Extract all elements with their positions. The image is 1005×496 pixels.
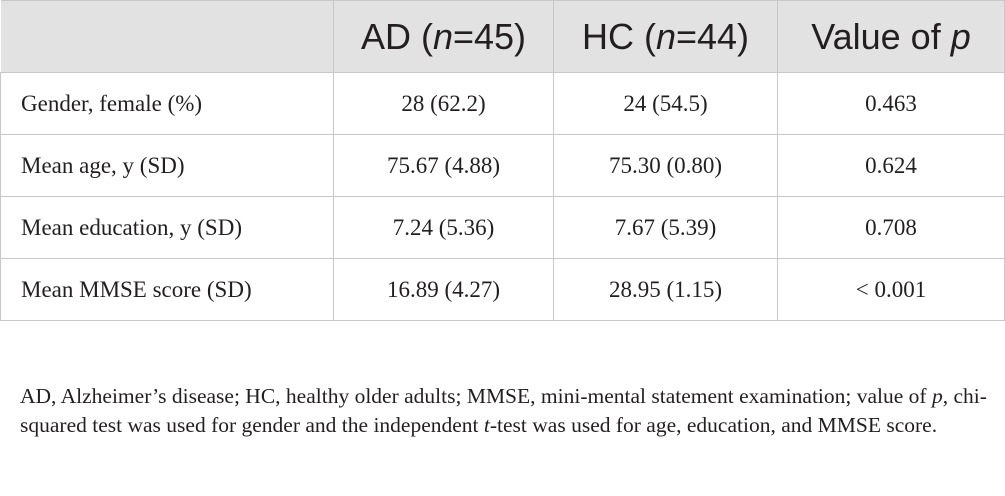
table-footnote: AD, Alzheimer’s disease; HC, healthy old… xyxy=(20,384,987,437)
table-row: Mean MMSE score (SD) 16.89 (4.27) 28.95 … xyxy=(0,258,1005,321)
table-row: Mean age, y (SD) 75.67 (4.88) 75.30 (0.8… xyxy=(0,134,1005,197)
p-value: < 0.001 xyxy=(777,258,1005,321)
row-label: Mean MMSE score (SD) xyxy=(0,258,334,321)
hc-value: 7.67 (5.39) xyxy=(553,196,778,259)
p-value: 0.624 xyxy=(777,134,1005,197)
p-value: 0.463 xyxy=(777,72,1005,135)
header-hc-group: HC (n=44) xyxy=(553,0,778,73)
hc-value: 75.30 (0.80) xyxy=(553,134,778,197)
header-p-value: Value of p xyxy=(777,0,1005,73)
hc-value: 28.95 (1.15) xyxy=(553,258,778,321)
header-empty-cell xyxy=(0,0,334,73)
row-label: Gender, female (%) xyxy=(0,72,334,135)
hc-value: 24 (54.5) xyxy=(553,72,778,135)
ad-value: 7.24 (5.36) xyxy=(333,196,554,259)
table-header-row: AD (n=45) HC (n=44) Value of p xyxy=(0,0,1005,73)
table-row: Mean education, y (SD) 7.24 (5.36) 7.67 … xyxy=(0,196,1005,259)
ad-value: 16.89 (4.27) xyxy=(333,258,554,321)
ad-value: 28 (62.2) xyxy=(333,72,554,135)
demographics-table: AD (n=45) HC (n=44) Value of p Gender, f… xyxy=(0,0,1005,321)
row-label: Mean age, y (SD) xyxy=(0,134,334,197)
table-row: Gender, female (%) 28 (62.2) 24 (54.5) 0… xyxy=(0,72,1005,135)
header-ad-group: AD (n=45) xyxy=(333,0,554,73)
row-label: Mean education, y (SD) xyxy=(0,196,334,259)
p-value: 0.708 xyxy=(777,196,1005,259)
ad-value: 75.67 (4.88) xyxy=(333,134,554,197)
